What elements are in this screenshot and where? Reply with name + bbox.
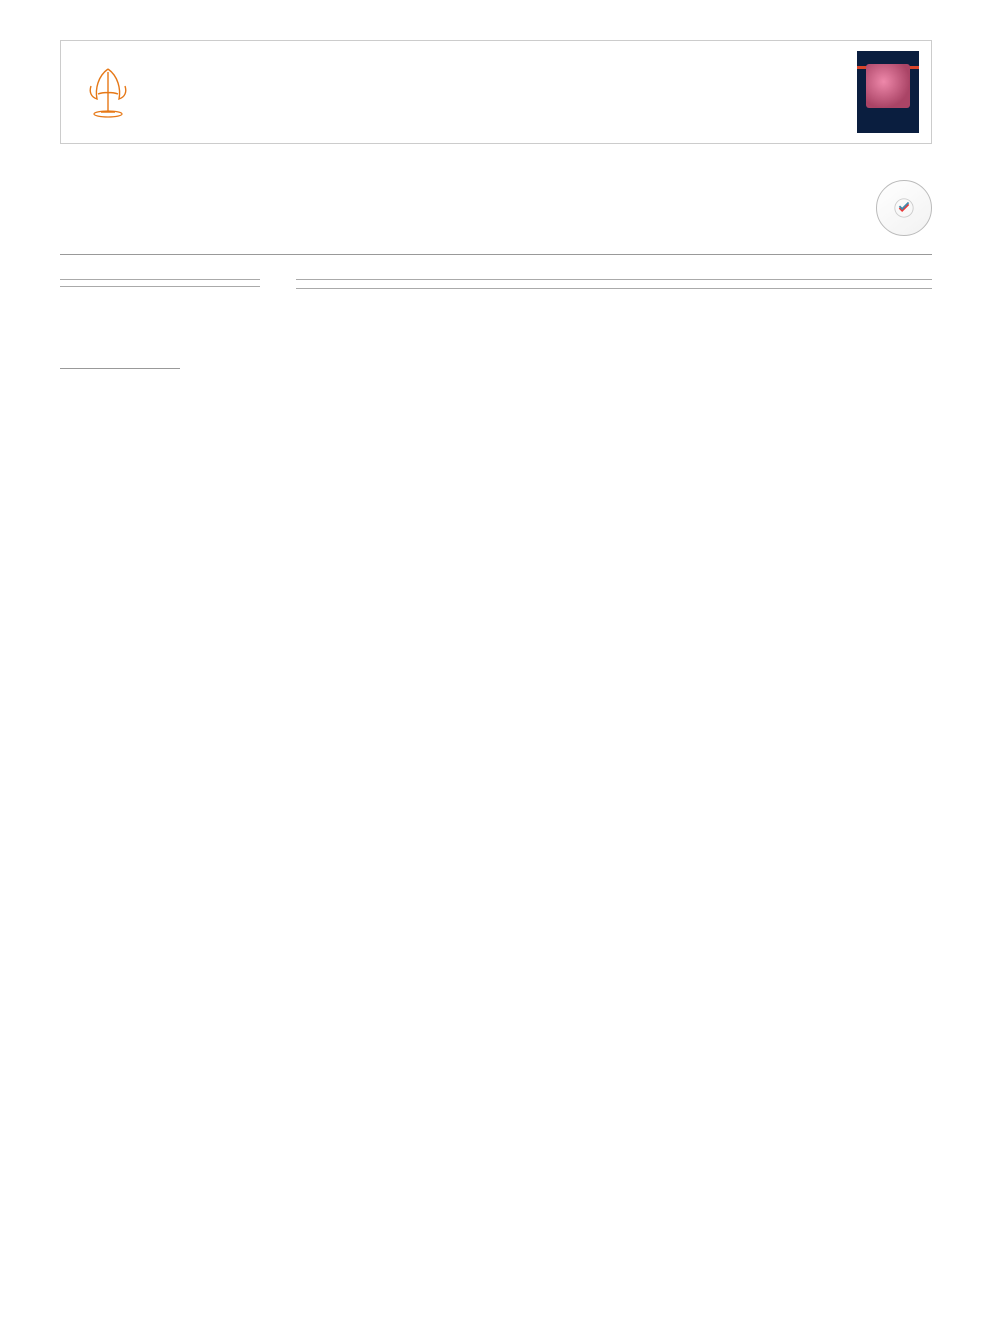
info-rule-2	[60, 286, 260, 287]
info-rule-1	[60, 279, 260, 280]
journal-cover	[857, 51, 919, 133]
article-info-col	[60, 269, 260, 293]
title-row	[60, 180, 932, 236]
footnote-rule	[60, 368, 180, 369]
crossmark-icon	[893, 197, 915, 219]
crossmark-badge[interactable]	[876, 180, 932, 236]
info-abstract-row	[60, 269, 932, 293]
abstract-col	[296, 269, 932, 293]
header-separator	[60, 254, 932, 255]
abstract-rule-bottom	[296, 288, 932, 289]
cover-thumbnail	[866, 64, 910, 108]
body-columns	[60, 337, 932, 342]
elsevier-tree-icon	[83, 64, 133, 119]
journal-center-block	[159, 84, 841, 100]
doi-block	[60, 379, 932, 392]
journal-header	[60, 40, 932, 144]
elsevier-logo	[73, 52, 143, 132]
abstract-rule	[296, 279, 932, 280]
